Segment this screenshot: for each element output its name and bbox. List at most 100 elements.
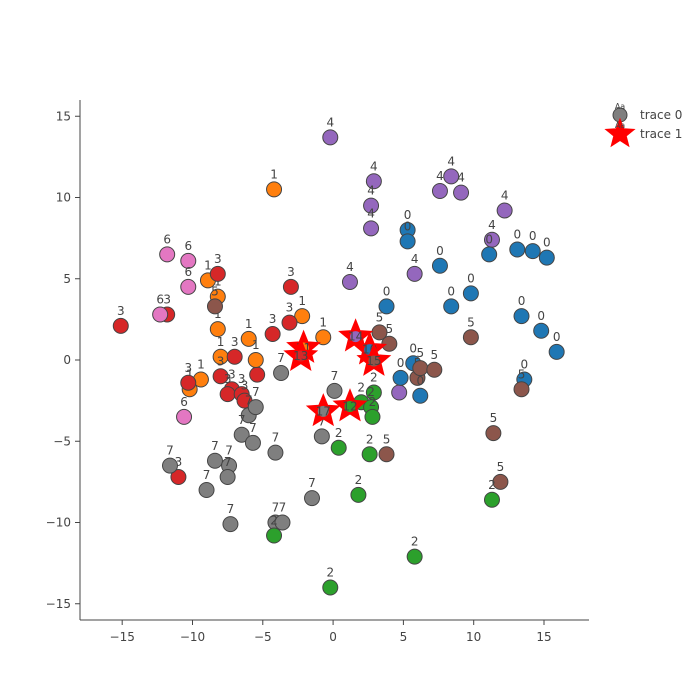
trace0-point[interactable] bbox=[350, 486, 367, 503]
trace0-point[interactable] bbox=[392, 369, 409, 386]
trace0-point[interactable] bbox=[364, 408, 381, 425]
trace0-point[interactable] bbox=[548, 343, 565, 360]
trace0-point[interactable] bbox=[391, 384, 408, 401]
trace0-point[interactable] bbox=[206, 452, 223, 469]
trace0-point[interactable] bbox=[483, 491, 500, 508]
trace0-point[interactable] bbox=[371, 324, 388, 341]
trace0-point[interactable] bbox=[266, 527, 283, 544]
trace0-point[interactable] bbox=[431, 183, 448, 199]
trace0-point[interactable] bbox=[378, 446, 395, 463]
trace0-point[interactable] bbox=[341, 274, 358, 290]
trace0-point[interactable] bbox=[513, 308, 530, 325]
point-label: 7 bbox=[272, 501, 280, 515]
point-label: 0 bbox=[543, 236, 551, 250]
trace0-point[interactable] bbox=[538, 249, 555, 266]
trace0-point[interactable] bbox=[267, 444, 284, 461]
trace0-point[interactable] bbox=[485, 425, 502, 442]
trace0-point[interactable] bbox=[304, 490, 321, 507]
trace0-point[interactable] bbox=[281, 314, 298, 331]
point-label: 3 bbox=[217, 354, 225, 368]
trace0-point[interactable] bbox=[180, 374, 197, 391]
trace0-point[interactable] bbox=[326, 382, 343, 399]
trace0-point[interactable] bbox=[266, 181, 283, 198]
point-label: 0 bbox=[467, 271, 475, 285]
trace0-point[interactable] bbox=[481, 246, 498, 263]
trace1-class-dot bbox=[368, 355, 380, 367]
trace0-point[interactable] bbox=[361, 446, 378, 463]
trace0-point[interactable] bbox=[233, 426, 250, 443]
trace0-point[interactable] bbox=[219, 469, 236, 485]
legend[interactable]: Aa trace 0 Aa trace 1 bbox=[604, 102, 683, 148]
trace0-point[interactable] bbox=[406, 265, 423, 282]
trace0-point[interactable] bbox=[363, 197, 380, 214]
trace0-point[interactable] bbox=[247, 399, 264, 416]
trace0-point[interactable] bbox=[212, 368, 229, 385]
point-label: 0 bbox=[383, 284, 391, 298]
trace0-point[interactable] bbox=[180, 278, 197, 295]
trace0-point[interactable] bbox=[273, 365, 290, 381]
legend-label[interactable]: trace 0 bbox=[640, 108, 682, 122]
trace0-point[interactable] bbox=[152, 306, 169, 323]
trace0-point[interactable] bbox=[453, 184, 470, 201]
trace0-point[interactable] bbox=[209, 321, 226, 338]
trace0-point[interactable] bbox=[244, 434, 261, 451]
trace0-point[interactable] bbox=[198, 482, 215, 498]
trace0-point[interactable] bbox=[161, 457, 178, 474]
legend-label[interactable]: trace 1 bbox=[640, 127, 682, 141]
trace0-point[interactable] bbox=[219, 386, 236, 403]
trace0-point[interactable] bbox=[240, 330, 257, 347]
trace0-point[interactable] bbox=[322, 579, 339, 596]
trace0-point[interactable] bbox=[399, 233, 416, 250]
trace0-point[interactable] bbox=[496, 202, 513, 219]
point-label: 5 bbox=[467, 315, 475, 329]
trace0-point[interactable] bbox=[426, 361, 443, 378]
trace0-point[interactable] bbox=[406, 548, 423, 565]
trace0-point[interactable] bbox=[330, 439, 347, 456]
point-label: 2 bbox=[357, 380, 365, 394]
trace0-point[interactable] bbox=[378, 298, 395, 315]
point-label: 0 bbox=[436, 244, 444, 258]
trace0-point[interactable] bbox=[412, 387, 429, 404]
trace0-point[interactable] bbox=[274, 514, 291, 531]
point-label: 7 bbox=[277, 351, 285, 365]
trace0-point[interactable] bbox=[492, 473, 509, 490]
trace0-point[interactable] bbox=[247, 352, 264, 368]
trace0-point[interactable] bbox=[294, 308, 311, 325]
point-label: 1 bbox=[214, 307, 222, 321]
point-label: 4 bbox=[501, 189, 509, 203]
legend-marker-text: Aa bbox=[615, 102, 625, 111]
y-tick-label: 0 bbox=[63, 353, 71, 367]
point-label: 4 bbox=[488, 218, 496, 232]
trace0-point[interactable] bbox=[170, 469, 187, 485]
trace0-point[interactable] bbox=[533, 322, 550, 339]
trace0-point[interactable] bbox=[222, 516, 239, 533]
trace0-point[interactable] bbox=[313, 428, 330, 445]
trace0-point[interactable] bbox=[365, 173, 382, 190]
trace0-point[interactable] bbox=[363, 220, 380, 237]
trace0-point[interactable] bbox=[315, 329, 332, 346]
trace0-point[interactable] bbox=[206, 298, 223, 315]
trace0-point[interactable] bbox=[282, 278, 299, 295]
trace0-point[interactable] bbox=[322, 129, 339, 146]
trace0-point[interactable] bbox=[112, 317, 129, 334]
trace0-point[interactable] bbox=[209, 265, 226, 282]
y-tick-label: −15 bbox=[46, 597, 71, 611]
trace0-point[interactable] bbox=[443, 298, 460, 315]
legend-star-icon bbox=[604, 117, 636, 148]
trace0-point[interactable] bbox=[176, 408, 193, 425]
trace0-point[interactable] bbox=[443, 168, 460, 185]
trace0-point[interactable] bbox=[381, 335, 398, 352]
trace0-point[interactable] bbox=[249, 366, 266, 383]
point-label: 7 bbox=[225, 444, 233, 458]
trace0-point[interactable] bbox=[226, 348, 243, 365]
trace0-point[interactable] bbox=[264, 326, 281, 342]
trace0-point[interactable] bbox=[180, 252, 197, 269]
trace0-point[interactable] bbox=[509, 241, 526, 258]
trace0-point[interactable] bbox=[159, 246, 176, 263]
trace0-point[interactable] bbox=[462, 285, 479, 302]
trace0-point[interactable] bbox=[462, 329, 479, 346]
trace0-point[interactable] bbox=[513, 381, 530, 398]
trace0-point[interactable] bbox=[524, 243, 541, 260]
trace0-point[interactable] bbox=[431, 257, 448, 274]
